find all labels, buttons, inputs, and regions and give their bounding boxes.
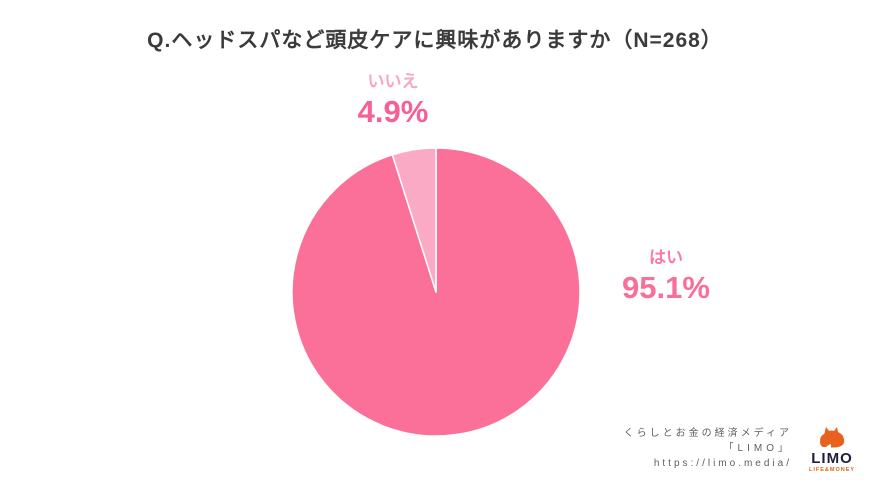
- pie-svg: [291, 147, 581, 437]
- pie-label-yes: はい 95.1%: [596, 248, 736, 305]
- limo-logo-text: LIMO: [811, 449, 853, 467]
- pie-chart: [291, 147, 581, 437]
- slice-value-yes: 95.1%: [622, 269, 710, 305]
- source-line-media: くらしとお金の経済メディア: [623, 428, 792, 440]
- slice-value-no: 4.9%: [357, 93, 429, 129]
- source-line-url: https://limo.media/: [653, 458, 792, 470]
- limo-dog-icon: [820, 426, 845, 447]
- slice-label-no: いいえ: [367, 72, 419, 91]
- limo-logo: LIMO LIFE&MONEY: [806, 425, 858, 474]
- pie-slice-1: [391, 147, 437, 293]
- pie-label-no: いいえ 4.9%: [323, 72, 463, 129]
- slice-label-yes: はい: [649, 248, 683, 267]
- chart-title: Q.ヘッドスパなど頭皮ケアに興味がありますか（N=268）: [147, 29, 723, 52]
- source-credit: くらしとお金の経済メディア 「LIMO」 https://limo.media/…: [624, 425, 858, 474]
- source-text: くらしとお金の経済メディア 「LIMO」 https://limo.media/: [624, 426, 792, 471]
- limo-logo-subtext: LIFE&MONEY: [808, 466, 856, 473]
- source-line-brand: 「LIMO」: [723, 443, 792, 455]
